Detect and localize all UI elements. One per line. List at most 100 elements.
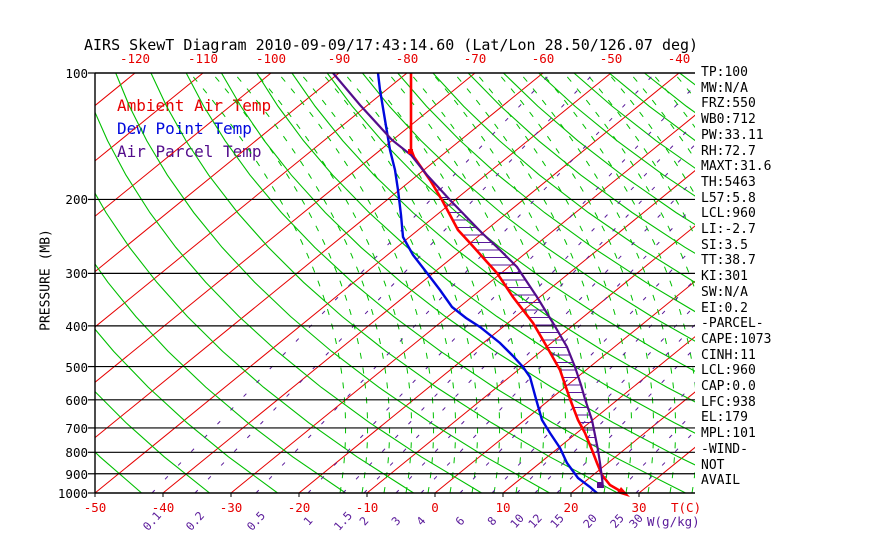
mixing-ratio-line xyxy=(534,323,695,493)
stat-line: -PARCEL- xyxy=(701,316,764,332)
dry-adiabat-line xyxy=(95,192,414,493)
parcel-temp-curve xyxy=(332,73,605,489)
dry-adiabat-line xyxy=(750,73,870,493)
mixing-ratio-line xyxy=(194,73,595,493)
stat-line: RH:72.7 xyxy=(701,143,756,159)
dry-adiabat-line xyxy=(679,73,695,86)
moist-adiabat-line xyxy=(211,73,368,493)
stat-line: TP:100 xyxy=(701,65,748,80)
top-temp-tick-label: -110 xyxy=(187,51,219,66)
mixing-ratio-line xyxy=(616,410,695,493)
pressure-tick-label: 1000 xyxy=(57,486,88,501)
stat-line: TH:5463 xyxy=(701,174,756,190)
dry-adiabat-line xyxy=(503,73,695,226)
top-temp-tick-label: -120 xyxy=(119,51,151,66)
mixing-ratio-line xyxy=(151,73,552,493)
pressure-tick-label: 900 xyxy=(65,466,88,482)
moist-adiabat-line xyxy=(673,73,695,100)
mixing-ratio-line xyxy=(556,347,695,493)
bottom-temp-tick-label: -20 xyxy=(287,500,311,515)
moist-adiabat-line xyxy=(806,73,870,493)
stat-line: LFC:938 xyxy=(701,394,756,410)
dry-adiabat-line xyxy=(432,73,695,284)
isotherm-line xyxy=(570,391,695,493)
dry-adiabat-line xyxy=(644,73,695,114)
isotherm-line xyxy=(230,114,695,493)
stat-line: NOT xyxy=(701,457,725,473)
mixing-ratio-line xyxy=(363,143,695,493)
mixing-ratio-axis-label: W(g/kg) xyxy=(647,514,700,529)
ambient-kink-marker xyxy=(408,149,413,154)
bottom-temp-tick-label: 30 xyxy=(631,500,647,515)
stat-line: FRZ:550 xyxy=(701,96,756,112)
top-temp-tick-label: -50 xyxy=(599,51,623,66)
moist-adiabat-line xyxy=(189,73,346,493)
isotherm-line xyxy=(366,225,695,493)
mixing-ratio-line xyxy=(255,73,656,493)
dry-adiabat-line xyxy=(150,73,618,493)
isotherm-line xyxy=(95,73,340,273)
moist-adiabat-line xyxy=(762,73,870,493)
dry-adiabat-line xyxy=(95,263,346,493)
mixing-ratio-line xyxy=(589,381,695,493)
parcel-start-marker xyxy=(597,482,603,488)
grid-layer xyxy=(95,73,870,493)
top-temp-tick-label: -60 xyxy=(531,51,555,66)
pressure-tick-label: 100 xyxy=(65,66,88,81)
legend-air-parcel-temp: Air Parcel Temp xyxy=(117,142,262,161)
pressure-tick-label: 400 xyxy=(65,318,88,334)
isotherm-line xyxy=(707,73,870,493)
pressure-tick-label: 600 xyxy=(65,392,88,408)
pressure-tick-label: 200 xyxy=(65,192,88,208)
dry-adiabat-line xyxy=(220,73,695,466)
stat-line: SI:3.5 xyxy=(701,237,748,253)
dry-adiabat-line xyxy=(115,73,550,493)
bottom-temp-tick-label: -10 xyxy=(355,500,379,515)
mixing-ratio-line xyxy=(420,203,695,493)
mixing-ratio-line xyxy=(395,177,695,493)
stat-line: WB0:712 xyxy=(701,112,756,128)
stat-line: CINH:11 xyxy=(701,347,756,363)
ambient-curve-arrowhead xyxy=(617,487,630,497)
isotherm-line xyxy=(95,73,204,162)
stat-line: LCL:960 xyxy=(701,363,756,379)
dry-adiabat-line xyxy=(95,390,210,493)
bottom-temp-tick-label: 0 xyxy=(431,500,439,515)
dew-point-curve xyxy=(376,73,599,493)
dry-adiabat-line xyxy=(326,73,695,372)
dry-adiabat-line xyxy=(95,110,482,493)
stat-line: -WIND- xyxy=(701,441,748,457)
mixing-ratio-line xyxy=(342,121,695,493)
dry-adiabat-line xyxy=(467,73,695,254)
stat-line: LI:-2.7 xyxy=(701,222,756,237)
isotherm-line xyxy=(95,73,544,439)
moist-adiabat-line xyxy=(696,73,852,493)
isotherm-line xyxy=(95,73,408,328)
chart-title: AIRS SkewT Diagram 2010-09-09/17:43:14.6… xyxy=(84,36,699,54)
stat-line: EI:0.2 xyxy=(701,300,748,316)
moist-adiabat-line xyxy=(740,73,870,493)
top-temp-tick-label: -90 xyxy=(327,51,351,66)
isotherm-line xyxy=(502,336,695,493)
ambient-temp-curve xyxy=(409,73,623,493)
isotherm-line xyxy=(162,73,680,493)
mixing-ratio-line xyxy=(459,244,695,493)
isotherm-line xyxy=(638,446,695,493)
dry-adiabat-line xyxy=(95,328,278,493)
stat-line: MAXT:31.6 xyxy=(701,159,772,175)
stat-line: SW:N/A xyxy=(701,284,748,300)
dry-adiabat-line xyxy=(715,73,870,493)
dry-adiabat-line xyxy=(291,73,695,403)
pressure-tick-label: 500 xyxy=(65,359,88,375)
stat-line: LCL:960 xyxy=(701,206,756,222)
stat-line: KI:301 xyxy=(701,269,748,285)
stat-line: EL:179 xyxy=(701,410,748,426)
bottom-temp-tick-label: -30 xyxy=(219,500,243,515)
bottom-temp-tick-label: 10 xyxy=(495,500,511,515)
dry-adiabat-line xyxy=(185,73,686,493)
dry-adiabat-line xyxy=(397,73,695,313)
mixing-ratio-line xyxy=(491,278,695,493)
pressure-tick-label: 300 xyxy=(65,266,88,282)
mixing-ratio-line xyxy=(307,84,695,493)
